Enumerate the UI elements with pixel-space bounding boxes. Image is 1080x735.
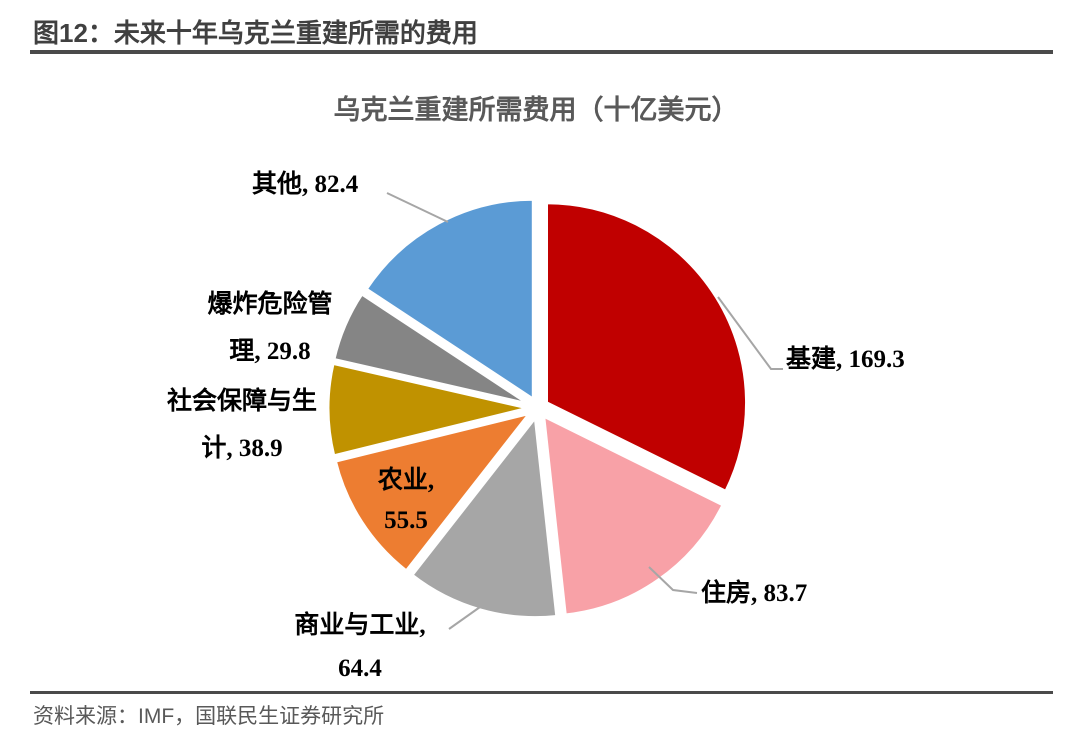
slice-label-text: 其他, 82.4 [252, 171, 359, 198]
slice-label-text: 55.5 [384, 507, 428, 534]
slice-label-text: 基建, 169.3 [786, 346, 905, 373]
pie-slice-housing [542, 414, 725, 617]
figure-title: 图12：未来十年乌克兰重建所需的费用 [33, 18, 478, 48]
slice-label-text: 理, 29.8 [229, 338, 311, 365]
leader-line-infrastructure [717, 296, 783, 370]
slice-label-text: 计, 38.9 [201, 435, 283, 462]
slice-label-explosive-hazard: 爆炸危险管 理, 29.8 [150, 281, 390, 375]
slice-label-housing: 住房, 83.7 [701, 577, 807, 610]
slice-label-text: 64.4 [338, 655, 382, 682]
pie-slice-infrastructure [545, 201, 749, 493]
slice-label-text: 商业与工业, [294, 612, 426, 639]
slice-label-text: 爆炸危险管 [207, 291, 333, 318]
footer-rule [30, 691, 1053, 694]
slice-label-text: 社会保障与生 [166, 388, 317, 415]
pie-slice-agriculture [333, 411, 532, 573]
chart-title: 乌克兰重建所需费用（十亿美元） [333, 95, 739, 125]
slice-label-agriculture: 农业, 55.5 [346, 461, 466, 541]
pie-slice-explosive-hazard [332, 292, 531, 406]
slice-label-infrastructure: 基建, 169.3 [786, 343, 905, 376]
source-line: 资料来源：IMF，国联民生证券研究所 [33, 705, 385, 728]
slice-label-text: 农业, [377, 467, 435, 494]
pie-slice-social-protection [326, 361, 530, 458]
slice-label-other: 其他, 82.4 [252, 168, 358, 201]
pie-slices [326, 197, 749, 620]
pie-slice-commerce-industry [410, 416, 559, 620]
header-rule [30, 50, 1053, 54]
leader-line-other [386, 192, 449, 223]
leader-line-housing [648, 566, 698, 594]
pie-slice-other [364, 197, 535, 401]
leader-line-commerce-industry [448, 606, 481, 630]
slice-label-social-protection: 社会保障与生 计, 38.9 [118, 378, 366, 472]
slice-label-text: 住房, 83.7 [701, 580, 808, 607]
slice-label-commerce-industry: 商业与工业, 64.4 [266, 604, 454, 690]
